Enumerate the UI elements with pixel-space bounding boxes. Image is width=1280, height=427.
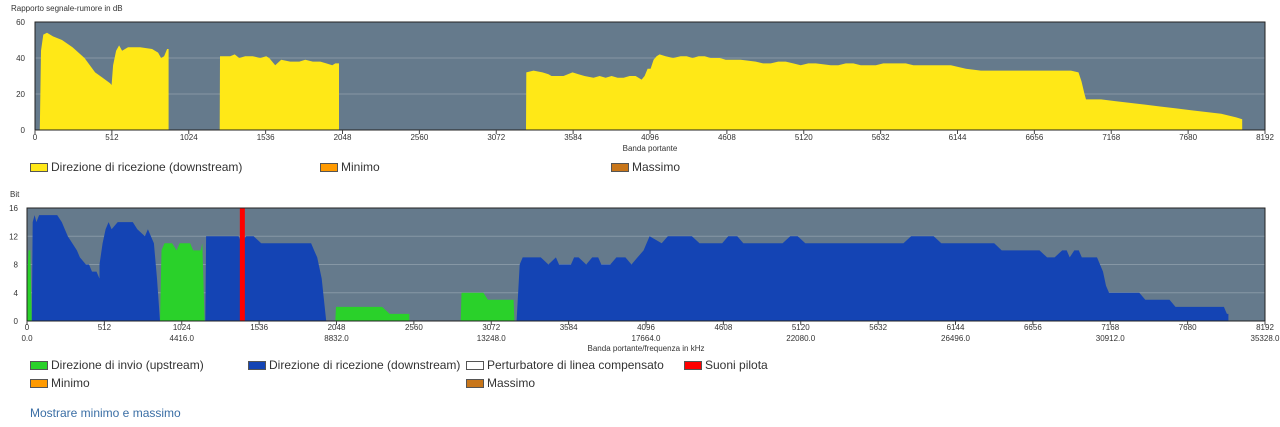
x-tick-label: 6656 xyxy=(1025,133,1043,142)
y-tick-label: 8 xyxy=(14,261,19,270)
legend2-max[interactable]: Massimo xyxy=(466,376,535,390)
x-tick-label: 0 xyxy=(33,133,38,142)
upstream-area xyxy=(27,250,32,321)
downstream-bits-swatch xyxy=(248,360,266,370)
x-tick-khz-label: 17664.0 xyxy=(632,334,661,343)
snr-area xyxy=(39,32,169,130)
pilot-swatch xyxy=(684,360,702,370)
x-tick-label: 512 xyxy=(105,133,119,142)
x-tick-label: 1024 xyxy=(180,133,198,142)
x-tick-label: 6656 xyxy=(1024,323,1042,332)
snr-area xyxy=(526,54,1243,130)
y-axis-label: Bit xyxy=(10,190,20,199)
x-tick-khz-label: 30912.0 xyxy=(1096,334,1125,343)
min-swatch xyxy=(320,162,338,172)
legend2-pilot-label: Suoni pilota xyxy=(705,358,768,372)
x-axis-label: Banda portante/frequenza in kHz xyxy=(588,344,705,353)
x-tick-khz-label: 22080.0 xyxy=(786,334,815,343)
x-tick-label: 3072 xyxy=(482,323,500,332)
y-tick-label: 12 xyxy=(9,232,18,241)
compensated-swatch xyxy=(466,360,484,370)
x-tick-label: 7680 xyxy=(1179,323,1197,332)
x-tick-label: 4096 xyxy=(641,133,659,142)
x-tick-khz-label: 26496.0 xyxy=(941,334,970,343)
x-tick-label: 1536 xyxy=(250,323,268,332)
x-tick-label: 7168 xyxy=(1102,133,1120,142)
x-tick-label: 2560 xyxy=(410,133,428,142)
legend2-pilot[interactable]: Suoni pilota xyxy=(684,358,768,372)
legend2-min-label: Minimo xyxy=(51,376,90,390)
legend2-max-label: Massimo xyxy=(487,376,536,390)
x-tick-label: 5632 xyxy=(869,323,887,332)
max-swatch xyxy=(611,162,629,172)
x-tick-label: 5120 xyxy=(795,133,813,142)
x-tick-label: 3584 xyxy=(564,133,582,142)
y-tick-label: 16 xyxy=(9,204,18,213)
x-tick-khz-label: 35328.0 xyxy=(1251,334,1280,343)
legend2-downstream-label: Direzione di ricezione (downstream) xyxy=(269,358,461,372)
downstream-bits-area xyxy=(31,215,160,321)
x-tick-label: 4608 xyxy=(718,133,736,142)
x-tick-label: 6144 xyxy=(949,133,967,142)
y-tick-label: 4 xyxy=(14,289,19,298)
max2-swatch xyxy=(466,378,484,388)
x-tick-label: 6144 xyxy=(947,323,965,332)
x-tick-label: 0 xyxy=(25,323,30,332)
x-tick-label: 2048 xyxy=(328,323,346,332)
y-tick-label: 40 xyxy=(16,54,25,63)
downstream-swatch xyxy=(30,162,48,172)
legend2-upstream-label: Direzione di invio (upstream) xyxy=(51,358,204,372)
x-tick-khz-label: 0.0 xyxy=(21,334,33,343)
x-tick-khz-label: 4416.0 xyxy=(170,334,195,343)
upstream-area xyxy=(335,306,410,321)
x-tick-label: 1536 xyxy=(257,133,275,142)
legend1-max-label: Massimo xyxy=(632,160,681,174)
y-tick-label: 20 xyxy=(16,90,25,99)
x-tick-khz-label: 8832.0 xyxy=(324,334,349,343)
x-tick-label: 2048 xyxy=(334,133,352,142)
y-tick-label: 60 xyxy=(16,18,25,27)
downstream-bits-area xyxy=(516,236,1229,321)
show-minmax-link[interactable]: Mostrare minimo e massimo xyxy=(30,406,181,420)
legend2-min[interactable]: Minimo xyxy=(30,376,90,390)
upstream-area xyxy=(160,243,205,321)
pilot-tone-bar xyxy=(239,208,245,321)
x-tick-label: 8192 xyxy=(1256,133,1274,142)
x-tick-label: 2560 xyxy=(405,323,423,332)
x-tick-label: 3584 xyxy=(560,323,578,332)
upstream-swatch xyxy=(30,360,48,370)
x-tick-label: 7168 xyxy=(1101,323,1119,332)
downstream-bits-area xyxy=(205,236,327,321)
min2-swatch xyxy=(30,378,48,388)
legend1-downstream-label: Direzione di ricezione (downstream) xyxy=(51,160,243,174)
legend1-min[interactable]: Minimo xyxy=(320,160,380,174)
x-tick-label: 4096 xyxy=(637,323,655,332)
legend1-downstream[interactable]: Direzione di ricezione (downstream) xyxy=(30,160,242,174)
legend2-compensated[interactable]: Perturbatore di linea compensato xyxy=(466,358,664,372)
upstream-area xyxy=(460,292,515,321)
x-tick-label: 5632 xyxy=(872,133,890,142)
x-tick-label: 5120 xyxy=(792,323,810,332)
x-tick-label: 4608 xyxy=(714,323,732,332)
legend2-upstream[interactable]: Direzione di invio (upstream) xyxy=(30,358,204,372)
x-tick-label: 7680 xyxy=(1179,133,1197,142)
x-tick-khz-label: 13248.0 xyxy=(477,334,506,343)
y-tick-label: 0 xyxy=(14,317,19,326)
x-tick-label: 3072 xyxy=(487,133,505,142)
y-tick-label: 0 xyxy=(21,126,26,135)
legend2-downstream[interactable]: Direzione di ricezione (downstream) xyxy=(248,358,460,372)
legend1-min-label: Minimo xyxy=(341,160,380,174)
snr-area xyxy=(219,54,339,130)
legend2-compensated-label: Perturbatore di linea compensato xyxy=(487,358,664,372)
x-axis-label: Banda portante xyxy=(623,144,678,153)
legend1-max[interactable]: Massimo xyxy=(611,160,680,174)
x-tick-label: 8192 xyxy=(1256,323,1274,332)
y-axis-label: Rapporto segnale-rumore in dB xyxy=(11,4,123,13)
x-tick-label: 1024 xyxy=(173,323,191,332)
x-tick-label: 512 xyxy=(98,323,112,332)
